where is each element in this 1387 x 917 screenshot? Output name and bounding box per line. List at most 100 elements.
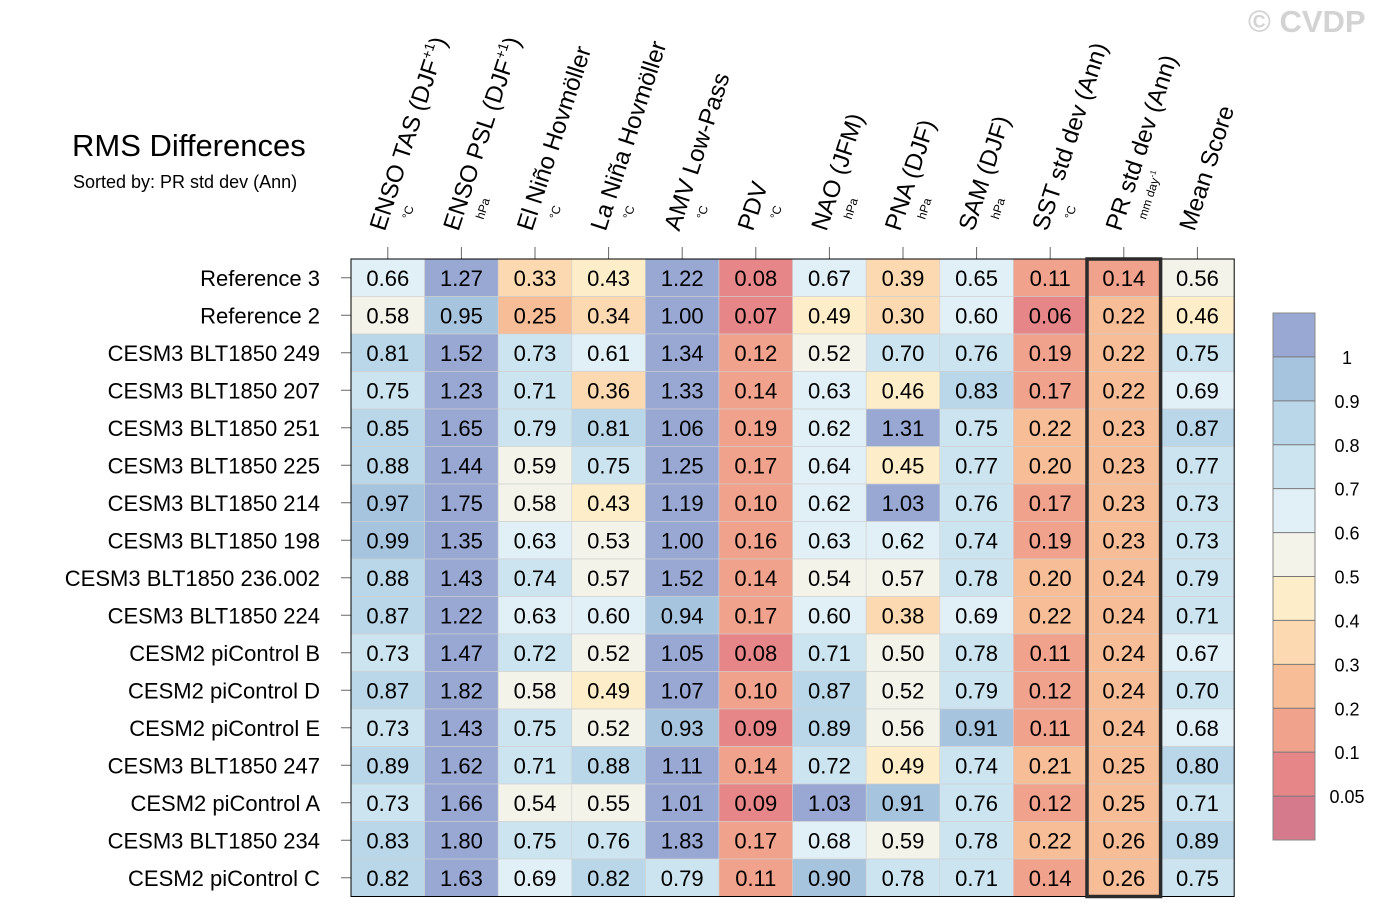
cell-value: 0.88	[366, 566, 409, 591]
row-label: CESM2 piControl B	[129, 641, 320, 666]
cell-value: 0.95	[440, 303, 483, 328]
cell-value: 1.43	[440, 716, 483, 741]
cell-value: 0.24	[1102, 641, 1145, 666]
cell-value: 0.24	[1102, 603, 1145, 628]
heatmap-cell	[497, 821, 573, 860]
cell-value: 0.73	[366, 641, 409, 666]
heatmap-cell	[424, 333, 499, 372]
cell-value: 0.70	[1176, 678, 1219, 703]
cell-value: 0.85	[366, 416, 409, 441]
cvdp-watermark: © CVDP	[1248, 4, 1366, 39]
cell-value: 0.20	[1029, 566, 1072, 591]
cell-value: 0.46	[882, 378, 925, 403]
heatmap-cell	[497, 633, 573, 672]
heatmap-cell	[1086, 633, 1161, 672]
cell-value: 0.58	[514, 491, 557, 516]
column-label: NAO (JFM)	[806, 110, 869, 234]
heatmap-cell	[645, 521, 720, 560]
column-label: SAM (DJF)	[954, 113, 1016, 234]
cell-value: 0.63	[514, 603, 557, 628]
cell-value: 1.63	[440, 866, 483, 891]
row-label: CESM2 piControl E	[129, 716, 320, 741]
cell-value: 0.59	[514, 453, 557, 478]
heatmap-cell	[350, 333, 425, 372]
cell-value: 0.52	[882, 678, 925, 703]
heatmap-cell	[865, 408, 941, 447]
cell-value: 0.46	[1176, 303, 1219, 328]
heatmap-cell	[1160, 858, 1235, 897]
heatmap-cell	[865, 858, 941, 897]
heatmap-cell	[1160, 596, 1235, 635]
cell-value: 0.58	[514, 678, 557, 703]
cell-value: 0.08	[734, 266, 777, 291]
cell-value: 0.23	[1102, 491, 1145, 516]
heatmap-cell	[424, 371, 499, 410]
heatmap-cell	[571, 858, 646, 897]
cell-value: 0.71	[514, 753, 557, 778]
heatmap-cell	[1086, 408, 1161, 447]
cell-value: 0.78	[955, 566, 998, 591]
heatmap-cell	[645, 296, 720, 335]
cell-value: 1.05	[661, 641, 704, 666]
cell-value: 0.12	[734, 341, 777, 366]
heatmap-cell	[424, 408, 499, 447]
cell-value: 0.09	[734, 791, 777, 816]
cell-value: 0.88	[366, 453, 409, 478]
cell-value: 0.64	[808, 453, 851, 478]
cell-value: 0.60	[955, 303, 998, 328]
cell-value: 0.36	[587, 378, 630, 403]
heatmap-cell	[497, 671, 573, 710]
cell-value: 1.07	[661, 678, 704, 703]
cell-value: 0.76	[955, 341, 998, 366]
cell-value: 1.66	[440, 791, 483, 816]
cell-value: 0.10	[734, 678, 777, 703]
row-label: CESM2 piControl A	[130, 791, 320, 816]
heatmap-cell	[1013, 333, 1088, 372]
heatmap-cell	[350, 558, 425, 597]
column-label: La Niña Hovmöller	[586, 38, 673, 234]
cell-value: 1.03	[882, 491, 925, 516]
cell-value: 0.89	[808, 716, 851, 741]
cell-value: 0.17	[734, 453, 777, 478]
colorbar-segment	[1273, 576, 1315, 621]
heatmap-cell	[424, 746, 499, 785]
heatmap-cell	[497, 446, 573, 485]
cell-value: 0.43	[587, 491, 630, 516]
heatmap-cell	[792, 596, 867, 635]
cell-value: 0.76	[955, 491, 998, 516]
heatmap-cell	[1160, 446, 1235, 485]
column-label: ENSO TAS (DJF+1)	[363, 33, 453, 234]
column-unit: °C	[1062, 203, 1080, 220]
cell-value: 0.25	[1102, 791, 1145, 816]
cell-value: 0.23	[1102, 416, 1145, 441]
colorbar-segment	[1273, 400, 1315, 445]
cell-value: 0.43	[587, 266, 630, 291]
cell-value: 0.74	[955, 753, 998, 778]
cell-value: 0.71	[955, 866, 998, 891]
cell-value: 0.87	[1176, 416, 1219, 441]
column-unit: hPa	[988, 196, 1008, 221]
heatmap-cell	[865, 558, 941, 597]
cell-value: 0.89	[366, 753, 409, 778]
heatmap-cell	[939, 521, 1014, 560]
cell-value: 0.68	[1176, 716, 1219, 741]
heatmap-cell	[571, 821, 646, 860]
cell-value: 0.87	[808, 678, 851, 703]
heatmap-cell	[718, 258, 793, 297]
cell-value: 1.33	[661, 378, 704, 403]
cell-value: 0.97	[366, 491, 409, 516]
heatmap-cell	[792, 446, 867, 485]
cell-value: 0.73	[514, 341, 557, 366]
colorbar: 1 0.9 0.8 0.7 0.6 0.5 0.4 0.3 0.2 0.1 0.05	[1272, 312, 1365, 841]
heatmap-cell	[424, 258, 499, 297]
cell-value: 0.87	[366, 678, 409, 703]
heatmap-cell	[571, 633, 646, 672]
row-labels: Reference 3 Reference 2 CESM3 BLT1850 249 C…	[65, 266, 351, 891]
cell-value: 1.43	[440, 566, 483, 591]
heatmap-cell	[497, 333, 573, 372]
colorbar-label: 0.3	[1334, 655, 1359, 675]
cell-value: 0.63	[808, 528, 851, 553]
cell-value: 0.14	[734, 753, 777, 778]
heatmap-cell	[865, 671, 941, 710]
